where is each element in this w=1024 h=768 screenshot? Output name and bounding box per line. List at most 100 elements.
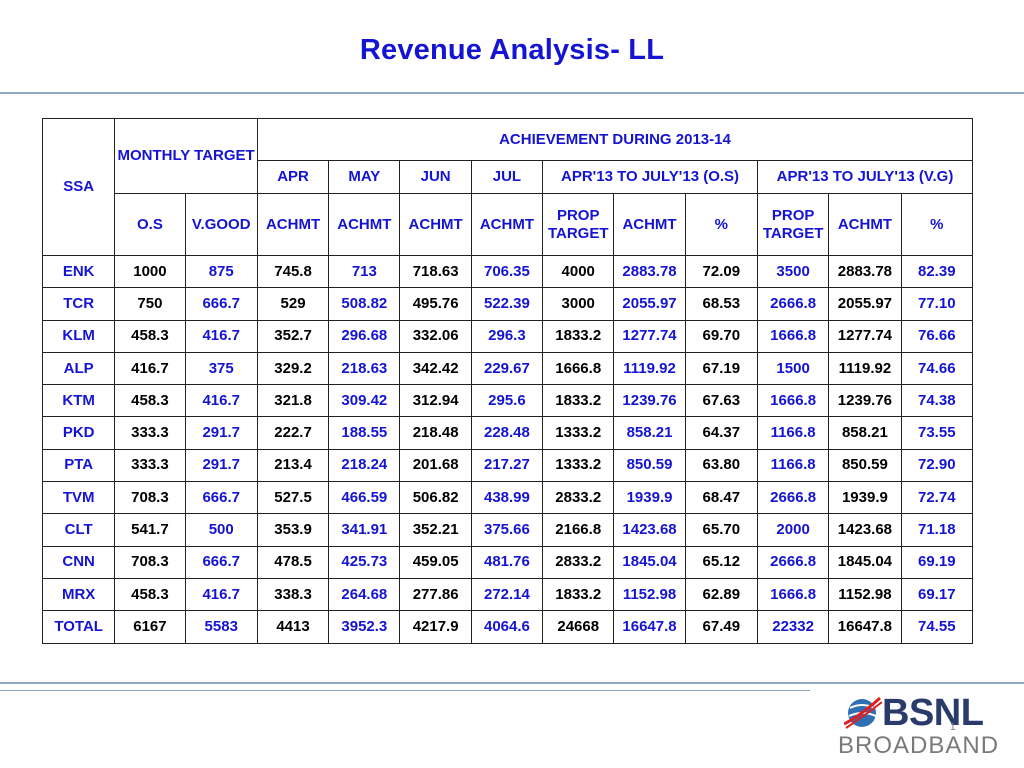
table-cell: 1166.8 xyxy=(756,448,830,483)
logo-name: BSNL xyxy=(882,692,984,734)
table-cell: 333.3 xyxy=(114,416,186,450)
table-cell: 309.42 xyxy=(328,384,401,418)
header-pct-vg: % xyxy=(900,193,974,256)
table-cell: 62.89 xyxy=(684,577,758,612)
header-apr: APR xyxy=(256,160,330,194)
table-cell: 77.10 xyxy=(900,287,974,321)
table-cell: 67.63 xyxy=(684,384,758,418)
table-cell: 277.86 xyxy=(399,577,472,612)
table-cell: 222.7 xyxy=(256,416,330,450)
header-ssa: SSA xyxy=(41,118,116,256)
table-cell: 458.3 xyxy=(114,319,186,353)
header-achmt-jun: ACHMT xyxy=(399,193,472,256)
table-cell: 508.82 xyxy=(328,287,401,321)
table-row: ALP 416.7 375 329.2 218.63 342.42 229.67 1666.8… xyxy=(41,351,974,386)
table-body: ENK 1000 875 745.8 713 718.63 706.35 4000 2883.7… xyxy=(41,254,974,644)
table-cell: 1119.92 xyxy=(613,351,686,386)
table-cell: 750 xyxy=(114,287,186,321)
header-achmt-vg: ACHMT xyxy=(828,193,902,256)
table-cell: 416.7 xyxy=(184,384,258,418)
table-cell: 1939.9 xyxy=(828,481,902,515)
table-cell: 466.59 xyxy=(328,481,401,515)
table-cell: 1239.76 xyxy=(828,384,902,418)
table-cell: 706.35 xyxy=(470,254,544,289)
table-cell: 332.06 xyxy=(399,319,472,353)
table-cell: 69.17 xyxy=(900,577,974,612)
table-cell: 74.38 xyxy=(900,384,974,418)
table-cell: 312.94 xyxy=(399,384,472,418)
ssa-cell: TCR xyxy=(41,287,116,321)
globe-icon xyxy=(844,696,882,729)
table-cell: 541.7 xyxy=(114,513,186,547)
table-cell: 666.7 xyxy=(184,287,258,321)
table-cell: 416.7 xyxy=(184,577,258,612)
table-cell: 522.39 xyxy=(470,287,544,321)
table-cell: 1833.2 xyxy=(542,577,615,612)
table-cell: 1277.74 xyxy=(828,319,902,353)
table-cell: 458.3 xyxy=(114,384,186,418)
header-achmt-may: ACHMT xyxy=(328,193,401,256)
ssa-cell: CNN xyxy=(41,545,116,579)
bottom-divider xyxy=(0,682,1024,684)
logo-subtitle: BROADBAND xyxy=(838,732,1000,759)
ssa-cell: PKD xyxy=(41,416,116,450)
table-cell: 72.09 xyxy=(684,254,758,289)
table-cell: 875 xyxy=(184,254,258,289)
ssa-cell: TOTAL xyxy=(41,610,116,644)
table-cell: 218.48 xyxy=(399,416,472,450)
page-number: 1 xyxy=(950,722,956,733)
ssa-cell: KLM xyxy=(41,319,116,353)
table-cell: 2055.97 xyxy=(828,287,902,321)
table-row: TVM 708.3 666.7 527.5 466.59 506.82 438.99 2833… xyxy=(41,481,974,515)
bottom-divider-thin xyxy=(0,690,810,691)
header-monthly-target: MONTHLY TARGET xyxy=(114,118,258,194)
table-cell: 295.6 xyxy=(470,384,544,418)
header-prop-target-os: PROP TARGET xyxy=(542,193,615,256)
table-cell: 458.3 xyxy=(114,577,186,612)
table-cell: 2666.8 xyxy=(756,287,830,321)
table-cell: 858.21 xyxy=(613,416,686,450)
slide-title: Revenue Analysis- LL xyxy=(359,34,665,66)
header-may: MAY xyxy=(328,160,401,194)
table-cell: 333.3 xyxy=(114,448,186,483)
header-achievement: ACHIEVEMENT DURING 2013-14 xyxy=(256,118,974,161)
table-cell: 2666.8 xyxy=(756,545,830,579)
table-cell: 1833.2 xyxy=(542,319,615,353)
ssa-cell: TVM xyxy=(41,481,116,515)
table-cell: 16647.8 xyxy=(613,610,686,644)
table-cell: 67.19 xyxy=(684,351,758,386)
table-cell: 1845.04 xyxy=(828,545,902,579)
ssa-cell: CLT xyxy=(41,513,116,547)
table-cell: 1000 xyxy=(114,254,186,289)
table-cell: 2883.78 xyxy=(613,254,686,289)
table-cell: 63.80 xyxy=(684,448,758,483)
table-row: CNN 708.3 666.7 478.5 425.73 459.05 481.76 2833… xyxy=(41,545,974,579)
table-cell: 1845.04 xyxy=(613,545,686,579)
table-cell: 529 xyxy=(256,287,330,321)
bsnl-logo: BSNL BROADBAND xyxy=(836,690,1002,762)
table-cell: 291.7 xyxy=(184,416,258,450)
table-cell: 1152.98 xyxy=(828,577,902,612)
table-cell: 1423.68 xyxy=(828,513,902,547)
header-achmt-jul: ACHMT xyxy=(470,193,544,256)
table-cell: 72.90 xyxy=(900,448,974,483)
table-cell: 82.39 xyxy=(900,254,974,289)
table-cell: 2166.8 xyxy=(542,513,615,547)
table-cell: 352.7 xyxy=(256,319,330,353)
table-cell: 3500 xyxy=(756,254,830,289)
table-row: MRX 458.3 416.7 338.3 264.68 277.86 272.14 1833… xyxy=(41,577,974,612)
table-cell: 858.21 xyxy=(828,416,902,450)
table-cell: 416.7 xyxy=(184,319,258,353)
table-cell: 850.59 xyxy=(613,448,686,483)
table-cell: 2833.2 xyxy=(542,545,615,579)
table-cell: 74.66 xyxy=(900,351,974,386)
table-cell: 375 xyxy=(184,351,258,386)
ssa-cell: ENK xyxy=(41,254,116,289)
table-cell: 1666.8 xyxy=(756,319,830,353)
ssa-cell: PTA xyxy=(41,448,116,483)
table-cell: 69.70 xyxy=(684,319,758,353)
table-cell: 341.91 xyxy=(328,513,401,547)
table-cell: 481.76 xyxy=(470,545,544,579)
table-cell: 1666.8 xyxy=(756,577,830,612)
table-cell: 4064.6 xyxy=(470,610,544,644)
